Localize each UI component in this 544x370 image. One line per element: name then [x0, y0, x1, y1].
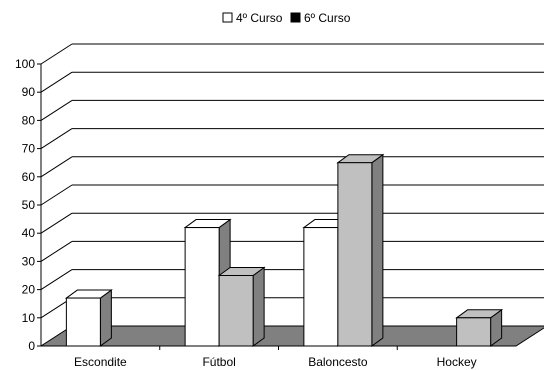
labels-layer: 0 10 20 30 40 50 60 70 80 90 100 Escondite Fútbol Bal… — [15, 57, 477, 369]
gridline-diagonal — [40, 71, 73, 93]
gridline-diagonal — [40, 184, 73, 206]
bar-side — [99, 289, 112, 347]
legend-label: 4º Curso — [236, 11, 283, 25]
y-tick-label: 30 — [22, 254, 36, 268]
x-tick-label: Fútbol — [202, 355, 235, 369]
gridline-diagonal — [40, 43, 73, 65]
bar — [217, 266, 266, 347]
y-tick-label: 80 — [22, 113, 36, 127]
y-tick-label: 40 — [22, 226, 36, 240]
y-tick-label: 100 — [15, 57, 35, 71]
y-tick-label: 60 — [22, 170, 36, 184]
gridlines — [39, 43, 544, 347]
gridline-diagonal — [40, 156, 73, 178]
legend-label: 6º Curso — [304, 11, 351, 25]
bar-front — [456, 317, 492, 347]
gridline-diagonal — [40, 128, 73, 150]
y-tick-label: 10 — [22, 311, 36, 325]
y-tick-label: 0 — [28, 339, 35, 353]
bar — [336, 153, 385, 347]
gridline-diagonal — [40, 99, 73, 121]
axes — [37, 63, 516, 350]
bar-front — [184, 227, 220, 347]
legend-swatch — [222, 12, 233, 23]
y-tick-label: 50 — [22, 198, 36, 212]
bar-front — [337, 162, 373, 347]
gridline-diagonal — [40, 212, 73, 234]
bar-side — [252, 266, 265, 347]
x-tick-label: Baloncesto — [308, 355, 368, 369]
bar-side — [371, 153, 384, 347]
y-tick-label: 20 — [22, 283, 36, 297]
bar-front — [218, 275, 254, 347]
bar-front — [303, 227, 339, 347]
gridline-diagonal — [40, 269, 73, 291]
gridline-diagonal — [40, 240, 73, 262]
bars-layer — [64, 153, 504, 347]
x-tick-label: Escondite — [74, 355, 127, 369]
legend-swatch — [290, 12, 301, 23]
y-tick-label: 90 — [22, 85, 36, 99]
chart-legend: 4º Curso 6º Curso — [222, 11, 351, 25]
bar — [64, 289, 113, 347]
x-tick-label: Hockey — [437, 355, 477, 369]
bar — [455, 308, 504, 347]
bar-front — [65, 297, 101, 347]
y-tick-label: 70 — [22, 142, 36, 156]
